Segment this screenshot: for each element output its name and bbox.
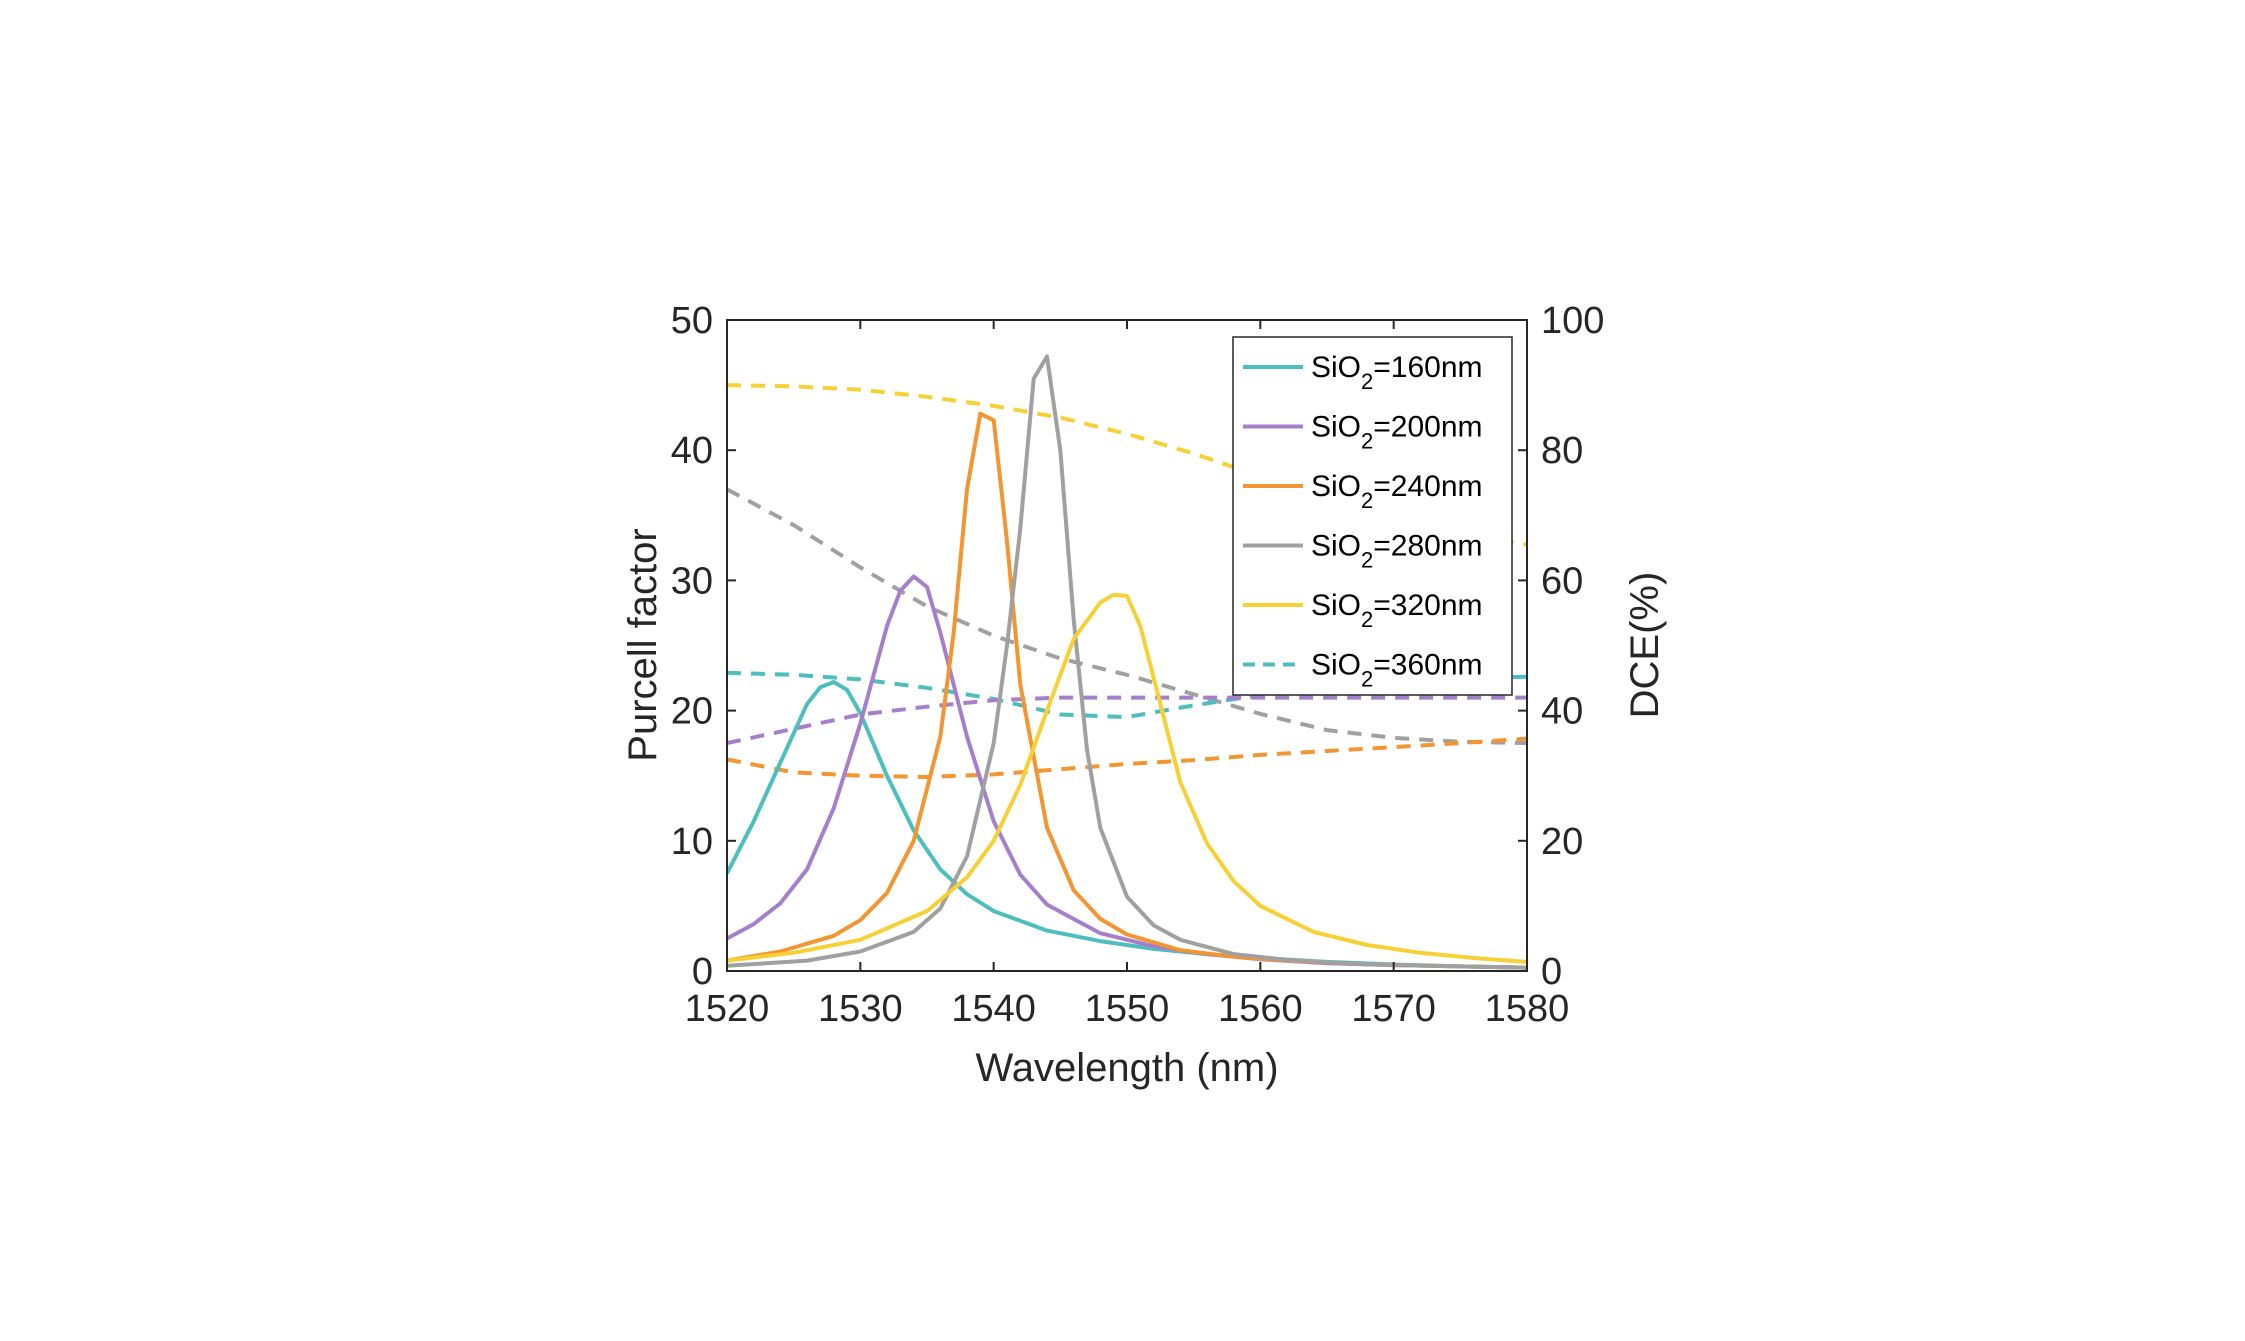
legend-label-5: SiO2=360nm (1311, 649, 1483, 692)
y-left-tick-label: 0 (692, 951, 713, 993)
y-right-tick-label: 60 (1541, 560, 1583, 602)
y-left-tick-label: 40 (671, 430, 713, 472)
y-left-tick-label: 20 (671, 691, 713, 733)
y-right-tick-label: 0 (1541, 951, 1562, 993)
y-right-tick-label: 100 (1541, 300, 1604, 342)
x-tick-label: 1530 (818, 988, 903, 1030)
legend-label-1: SiO2=200nm (1311, 411, 1483, 454)
y-left-tick-label: 30 (671, 560, 713, 602)
y-right-tick-label: 20 (1541, 821, 1583, 863)
tick-labels-layer: 1520 1530 1540 1550 1560 1570 1580010203040500… (671, 300, 1605, 1030)
x-tick-label: 1550 (1085, 988, 1170, 1030)
dce-series-line-1 (727, 487, 1527, 746)
purcell-series-line-3 (727, 354, 1527, 970)
series-layer (727, 354, 1527, 970)
y-right-tick-label: 40 (1541, 691, 1583, 733)
y-left-tick-label: 10 (671, 821, 713, 863)
purcell-series-line-4 (727, 592, 1527, 964)
legend-label-3: SiO2=280nm (1311, 530, 1483, 573)
ticks-layer (726, 319, 1528, 972)
legend: SiO2=160nm SiO2=200nm SiO2=240nm SiO2=280nm… (1232, 336, 1513, 696)
dce-series-line-3 (727, 695, 1527, 746)
x-tick-label: 1570 (1351, 988, 1436, 1030)
y-left-tick-label: 50 (671, 300, 713, 342)
legend-label-0: SiO2=160nm (1311, 351, 1483, 394)
y-right-axis-label: DCE(%) (1623, 572, 1667, 719)
legend-label-2: SiO2=240nm (1311, 470, 1483, 513)
purcell-series-line-0 (727, 680, 1527, 970)
x-axis-label: Wavelength (nm) (975, 1046, 1278, 1090)
x-tick-label: 1560 (1218, 988, 1303, 1030)
legend-box (1232, 336, 1513, 696)
x-tick-label: 1520 (685, 988, 770, 1030)
y-right-tick-label: 80 (1541, 430, 1583, 472)
x-tick-label: 1580 (1485, 988, 1570, 1030)
legend-label-4: SiO2=320nm (1311, 589, 1483, 632)
x-tick-label: 1540 (951, 988, 1036, 1030)
y-left-axis-label: Purcell factor (621, 528, 665, 761)
